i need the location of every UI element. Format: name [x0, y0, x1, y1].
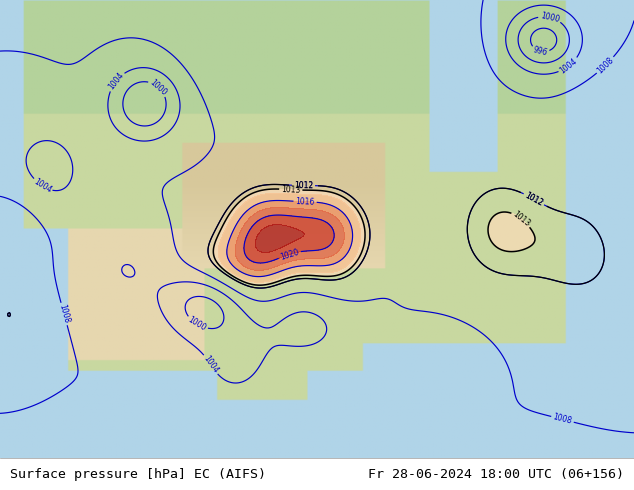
Text: 1004: 1004 [559, 56, 579, 75]
Text: 1008: 1008 [595, 55, 616, 75]
Text: 1000: 1000 [148, 77, 169, 97]
Text: 1004: 1004 [107, 71, 126, 92]
Text: 1020: 1020 [279, 247, 300, 262]
Text: 1012: 1012 [294, 181, 313, 190]
Text: 1016: 1016 [295, 197, 315, 207]
Text: 1012: 1012 [523, 191, 545, 208]
Text: 996: 996 [532, 45, 548, 57]
Text: Surface pressure [hPa] EC (AIFS): Surface pressure [hPa] EC (AIFS) [10, 467, 266, 481]
Text: 1000: 1000 [540, 11, 560, 24]
Text: 1012: 1012 [294, 181, 313, 190]
Text: Fr 28-06-2024 18:00 UTC (06+156): Fr 28-06-2024 18:00 UTC (06+156) [368, 467, 624, 481]
Text: 1008: 1008 [57, 303, 71, 324]
Text: 1008: 1008 [552, 413, 573, 426]
Text: 1000: 1000 [186, 315, 208, 333]
Text: 1012: 1012 [523, 191, 545, 208]
Text: 1004: 1004 [32, 177, 53, 195]
Text: 1013: 1013 [281, 185, 301, 195]
Text: 1013: 1013 [511, 210, 532, 228]
Text: 1004: 1004 [202, 354, 220, 375]
